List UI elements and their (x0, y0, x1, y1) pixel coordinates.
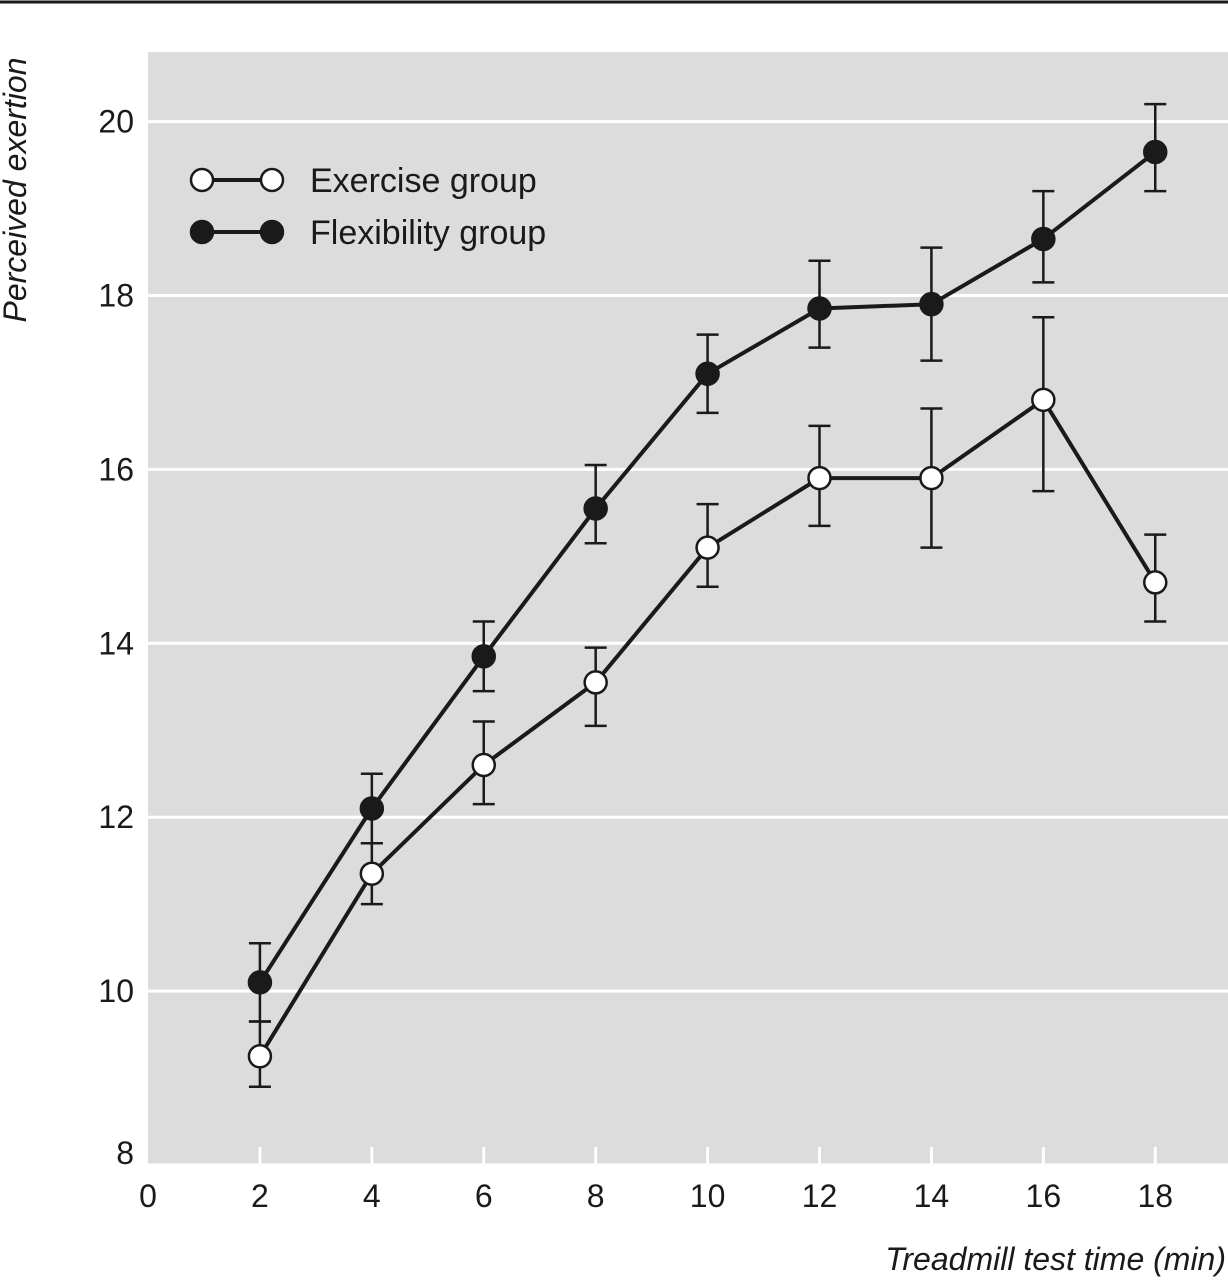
x-tick-label-0: 0 (139, 1178, 157, 1214)
data-point-flexibility-2 (247, 970, 273, 995)
data-point-exercise-4 (359, 861, 385, 886)
x-tick-label-18: 18 (1137, 1178, 1173, 1214)
x-axis-tick-labels: 0 2 4 6 8 10 12 14 16 18 (139, 1178, 1173, 1214)
data-point-flexibility-16 (1031, 226, 1056, 252)
x-tick-label-6: 6 (475, 1178, 493, 1214)
series-exercise (247, 315, 1168, 1088)
legend-label-flexibility: Flexibility group (310, 214, 546, 252)
legend: Exercise group Flexibility group (189, 162, 546, 252)
x-tick-label-4: 4 (363, 1178, 381, 1214)
y-tick-label-10: 10 (98, 973, 134, 1009)
y-tick-label-12: 12 (98, 799, 134, 835)
data-point-flexibility-10 (695, 361, 720, 386)
data-point-exercise-2 (247, 1044, 273, 1069)
legend-marker-end (259, 167, 285, 193)
legend-item-exercise: Exercise group (189, 162, 537, 200)
series-layer (247, 102, 1168, 1088)
x-tick-label-14: 14 (914, 1178, 950, 1214)
y-axis-tick-labels: 8 10 12 14 16 18 20 (98, 104, 134, 1171)
data-point-exercise-14 (919, 465, 944, 491)
x-tick-label-8: 8 (587, 1178, 605, 1214)
data-point-exercise-16 (1031, 387, 1056, 413)
data-point-flexibility-8 (583, 496, 608, 521)
x-tick-label-12: 12 (802, 1178, 838, 1214)
legend-marker-start (189, 219, 215, 245)
series-flexibility (247, 102, 1168, 1023)
x-tick-label-16: 16 (1026, 1178, 1062, 1214)
x-tick-label-2: 2 (251, 1178, 269, 1214)
data-point-flexibility-6 (471, 644, 497, 669)
data-point-flexibility-12 (807, 296, 832, 321)
legend-marker-end (259, 219, 285, 245)
x-axis-title: Treadmill test time (min) (885, 1241, 1226, 1277)
y-tick-label-18: 18 (98, 277, 134, 313)
x-axis-ticks (258, 1147, 1157, 1165)
data-point-exercise-12 (807, 465, 832, 491)
data-point-exercise-6 (471, 752, 497, 778)
legend-item-flexibility: Flexibility group (189, 214, 546, 252)
grid-lines (148, 120, 1228, 993)
y-tick-label-14: 14 (98, 625, 134, 661)
legend-label-exercise: Exercise group (310, 162, 537, 200)
x-tick-label-10: 10 (690, 1178, 726, 1214)
data-point-exercise-18 (1143, 570, 1168, 595)
data-point-exercise-8 (583, 670, 608, 695)
y-tick-label-8: 8 (116, 1135, 134, 1171)
y-tick-label-16: 16 (98, 451, 134, 487)
y-axis-title: Perceived exertion (0, 57, 33, 322)
legend-marker-start (189, 167, 215, 193)
data-point-flexibility-14 (919, 291, 944, 317)
data-point-flexibility-4 (359, 796, 385, 821)
y-tick-label-20: 20 (98, 104, 134, 140)
data-point-flexibility-18 (1143, 139, 1168, 165)
data-point-exercise-10 (695, 535, 720, 560)
